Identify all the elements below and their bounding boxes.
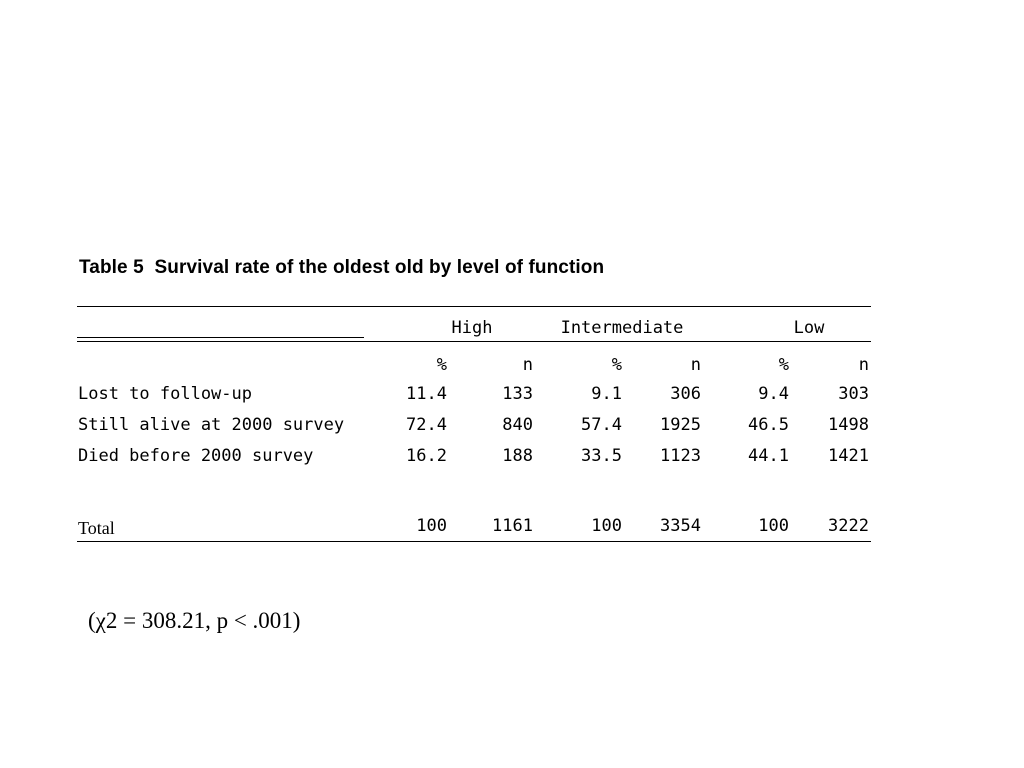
cell-total-low-n: 3222: [828, 516, 869, 536]
chi-square-footnote: (χ2 = 308.21, p < .001): [88, 608, 301, 633]
cell-alive-low-n: 1498: [828, 415, 869, 435]
group-header-low: Low: [793, 318, 825, 338]
table-header-rule: [77, 341, 871, 342]
cell-total-high-pct: 100: [416, 516, 447, 536]
table-top-rule: [77, 306, 871, 307]
cell-died-high-pct: 16.2: [406, 446, 447, 466]
cell-lost-high-pct: 11.4: [406, 384, 447, 404]
row-label-alive: Still alive at 2000 survey: [78, 415, 345, 435]
table-title: Table 5 Survival rate of the oldest old …: [79, 257, 605, 278]
cell-total-intermediate-pct: 100: [591, 516, 622, 536]
row-label-lost: Lost to follow-up: [78, 384, 252, 404]
subheader-low-n: n: [858, 355, 869, 375]
cell-alive-intermediate-pct: 57.4: [581, 415, 622, 435]
cell-lost-low-pct: 9.4: [758, 384, 789, 404]
cell-died-intermediate-pct: 33.5: [581, 446, 622, 466]
stub-header-rule: [77, 337, 364, 338]
subheader-high-pct: %: [436, 355, 447, 375]
cell-alive-low-pct: 46.5: [748, 415, 789, 435]
cell-lost-intermediate-n: 306: [670, 384, 701, 404]
cell-died-low-pct: 44.1: [748, 446, 789, 466]
row-label-died: Died before 2000 survey: [78, 446, 314, 466]
cell-lost-low-n: 303: [838, 384, 869, 404]
row-label-total: Total: [78, 518, 115, 538]
cell-died-intermediate-n: 1123: [660, 446, 701, 466]
subheader-intermediate-pct: %: [611, 355, 622, 375]
table-bottom-rule: [77, 541, 871, 542]
subheader-low-pct: %: [778, 355, 789, 375]
group-header-intermediate: Intermediate: [560, 318, 684, 338]
cell-total-intermediate-n: 3354: [660, 516, 701, 536]
cell-alive-high-pct: 72.4: [406, 415, 447, 435]
cell-died-high-n: 188: [502, 446, 533, 466]
survival-table: High Intermediate Low % n % n % n Lost t…: [77, 290, 871, 550]
cell-lost-intermediate-pct: 9.1: [591, 384, 622, 404]
group-header-high: High: [451, 318, 493, 338]
cell-alive-intermediate-n: 1925: [660, 415, 701, 435]
cell-alive-high-n: 840: [502, 415, 533, 435]
subheader-high-n: n: [522, 355, 533, 375]
cell-lost-high-n: 133: [502, 384, 533, 404]
cell-died-low-n: 1421: [828, 446, 869, 466]
subheader-intermediate-n: n: [690, 355, 701, 375]
cell-total-low-pct: 100: [758, 516, 789, 536]
cell-total-high-n: 1161: [492, 516, 533, 536]
